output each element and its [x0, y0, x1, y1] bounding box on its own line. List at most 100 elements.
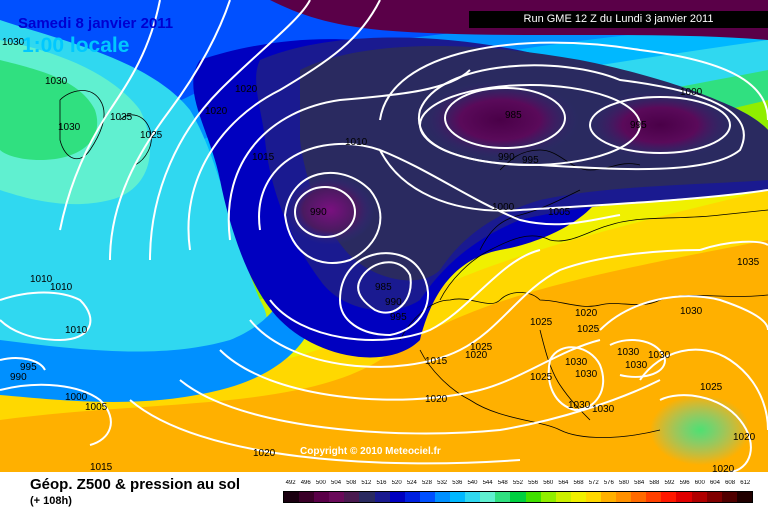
isobar-label: 1025 [577, 324, 600, 335]
scale-tick-label: 504 [328, 480, 343, 490]
scale-tick-label: 592 [662, 480, 677, 490]
scale-tick-label: 536 [450, 480, 465, 490]
scale-color-swatch [450, 492, 465, 502]
scale-tick-label: 500 [313, 480, 328, 490]
east-blob [650, 395, 750, 465]
isobar-label: 1010 [50, 282, 73, 293]
scale-tick-label: 552 [510, 480, 525, 490]
model-run-info: Run GME 12 Z du Lundi 3 janvier 2011 [469, 11, 768, 28]
isobar-label: 990 [310, 207, 327, 218]
isobar-label: 1020 [235, 84, 258, 95]
scale-color-swatch [737, 492, 752, 502]
scale-tick-label: 580 [616, 480, 631, 490]
scale-tick-label: 568 [571, 480, 586, 490]
isobar-label: 1025 [530, 372, 553, 383]
scale-color-swatch [465, 492, 480, 502]
isobar-label: 1020 [733, 432, 756, 443]
isobar-label: 1035 [737, 257, 760, 268]
scale-color-swatch [601, 492, 616, 502]
scale-color-swatch [722, 492, 737, 502]
scale-tick-label: 520 [389, 480, 404, 490]
isobar-label: 985 [505, 110, 522, 121]
isobar-label: 1030 [648, 350, 671, 361]
isobar-label: 1020 [253, 448, 276, 459]
scale-color-swatch [314, 492, 329, 502]
forecast-local-time: 1:00 locale [22, 34, 129, 58]
isobar-label: 1020 [712, 464, 735, 472]
scale-tick-label: 548 [495, 480, 510, 490]
scale-color-swatch [707, 492, 722, 502]
scale-tick-label: 528 [419, 480, 434, 490]
isobar-label: 1010 [65, 325, 88, 336]
forecast-date: Samedi 8 janvier 2011 [18, 15, 173, 32]
scale-tick-label: 560 [541, 480, 556, 490]
isobar-label: 1030 [575, 369, 598, 380]
legend-title: Géop. Z500 & pression au sol [30, 476, 240, 493]
copyright-notice: Copyright © 2010 Meteociel.fr [300, 446, 441, 457]
isobar-label: 1005 [548, 207, 571, 218]
isobar-label: 995 [522, 155, 539, 166]
scale-tick-label: 600 [692, 480, 707, 490]
scale-tick-label: 576 [601, 480, 616, 490]
isobar-label: 1030 [58, 122, 81, 133]
scale-tick-label: 496 [298, 480, 313, 490]
isobar-label: 985 [375, 282, 392, 293]
scale-tick-label: 604 [707, 480, 722, 490]
scale-color-swatch [541, 492, 556, 502]
isobar-label: 1030 [617, 347, 640, 358]
scale-color-swatch [344, 492, 359, 502]
isobar-label: 1015 [252, 152, 275, 163]
legend-forecast-hour: (+ 108h) [30, 495, 72, 507]
scale-color-swatch [420, 492, 435, 502]
scale-tick-label: 572 [586, 480, 601, 490]
scale-color-swatch [586, 492, 601, 502]
isobar-label: 990 [385, 297, 402, 308]
scale-tick-label: 584 [632, 480, 647, 490]
scale-color-swatch [435, 492, 450, 502]
scale-color-swatch [405, 492, 420, 502]
isobar-label: 1030 [568, 400, 591, 411]
isobar-label: 1030 [45, 76, 68, 87]
scale-tick-label: 588 [647, 480, 662, 490]
scale-tick-label: 608 [723, 480, 738, 490]
scale-tick-label: 524 [404, 480, 419, 490]
scale-color-swatch [359, 492, 374, 502]
scale-tick-label: 516 [374, 480, 389, 490]
scale-color-swatch [676, 492, 691, 502]
scale-tick-label: 508 [344, 480, 359, 490]
scale-tick-label: 596 [677, 480, 692, 490]
scale-color-swatch [631, 492, 646, 502]
scale-tick-label: 532 [435, 480, 450, 490]
scale-color-swatch [646, 492, 661, 502]
isobar-label: 1030 [680, 306, 703, 317]
scale-color-swatch [526, 492, 541, 502]
isobar-label: 1005 [85, 402, 108, 413]
isobar-label: 1030 [592, 404, 615, 415]
scale-tick-label: 540 [465, 480, 480, 490]
scale-color-swatch [510, 492, 525, 502]
isobar-label: 1000 [492, 202, 515, 213]
isobar-label: 1020 [575, 308, 598, 319]
isobar-label: 990 [10, 372, 27, 383]
isobar-label: 1025 [700, 382, 723, 393]
geopotential-map: 1030103010301035102510201020101510109859… [0, 0, 768, 472]
scale-tick-label: 612 [738, 480, 753, 490]
isobar-label: 1010 [345, 137, 368, 148]
isobar-label: 1020 [425, 394, 448, 405]
scale-tick-label: 492 [283, 480, 298, 490]
isobar-label: 995 [630, 120, 647, 131]
isobar-label: 995 [390, 312, 407, 323]
scale-tick-label: 512 [359, 480, 374, 490]
scale-color-swatch [284, 492, 299, 502]
scale-tick-label: 544 [480, 480, 495, 490]
isobar-label: 1000 [680, 87, 703, 98]
scale-color-swatch [495, 492, 510, 502]
isobar-label: 1015 [425, 356, 448, 367]
isobar-label: 1025 [140, 130, 163, 141]
scale-color-swatch [299, 492, 314, 502]
scale-tick-label: 564 [556, 480, 571, 490]
scale-color-swatch [616, 492, 631, 502]
scale-color-swatch [661, 492, 676, 502]
isobar-label: 1025 [470, 342, 493, 353]
